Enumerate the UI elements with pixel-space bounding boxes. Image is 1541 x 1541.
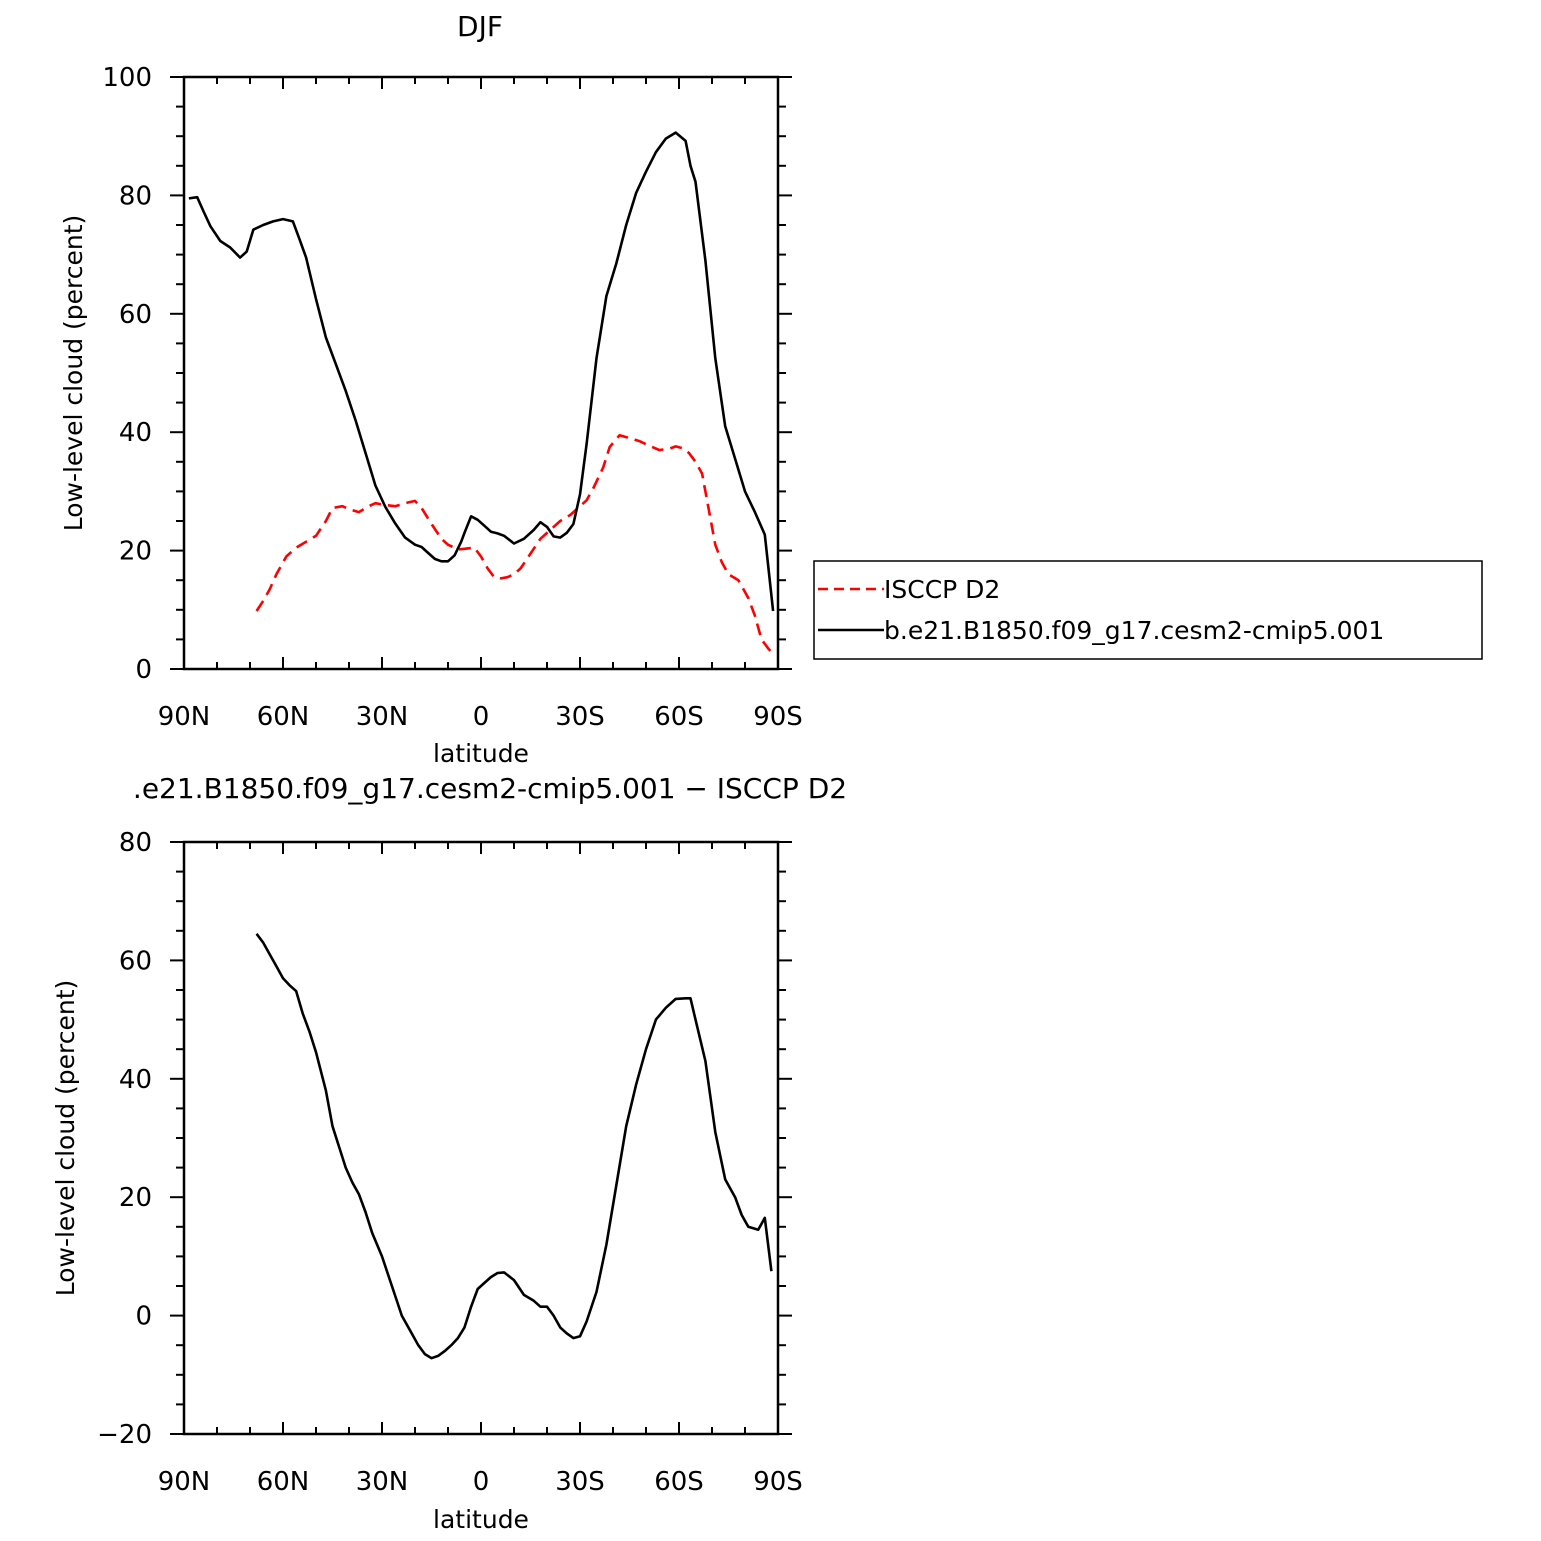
x-tick-label: 30N xyxy=(356,702,409,732)
legend-box xyxy=(813,560,1483,660)
legend-label-model: b.e21.B1850.f09_g17.cesm2-cmip5.001 xyxy=(884,616,1384,645)
x-tick-label: 90S xyxy=(753,1467,803,1497)
plot-frame xyxy=(182,75,780,671)
panel-djf: DJF 90N 60N 30N 0 30S 60S 90S 0 20 40 60 80 100 lati… xyxy=(59,10,803,768)
series-line-b-e21-b1850-f09-g17-cesm2-cmip5-001 xyxy=(188,131,775,612)
plot-frame xyxy=(182,840,780,1436)
x-tick-label: 90N xyxy=(158,1467,211,1497)
y-tick-label: 100 xyxy=(102,63,152,93)
x-tick-label: 60N xyxy=(257,702,310,732)
panel-title: .e21.B1850.f09_g17.cesm2-cmip5.001 − ISC… xyxy=(133,772,847,805)
y-tick-label: 80 xyxy=(119,828,152,858)
y-tick-label: −20 xyxy=(97,1420,152,1450)
x-tick-label: 30N xyxy=(356,1467,409,1497)
y-tick-label: 0 xyxy=(135,1302,152,1332)
x-tick-label: 60N xyxy=(257,1467,310,1497)
y-tick-label: 80 xyxy=(119,181,152,211)
y-tick-label: 40 xyxy=(119,1065,152,1095)
x-axis-label: latitude xyxy=(433,739,529,768)
y-axis-label: Low-level cloud (percent) xyxy=(59,215,88,532)
x-tick-label: 60S xyxy=(654,702,704,732)
y-tick-label: 0 xyxy=(135,655,152,685)
x-tick-label: 0 xyxy=(473,1467,490,1497)
panel-difference: .e21.B1850.f09_g17.cesm2-cmip5.001 − ISC… xyxy=(51,772,847,1534)
legend: ISCCP D2 b.e21.B1850.f09_g17.cesm2-cmip5… xyxy=(813,560,1483,660)
y-tick-label: 20 xyxy=(119,537,152,567)
x-tick-label: 30S xyxy=(555,702,605,732)
y-tick-label: 60 xyxy=(119,946,152,976)
x-tick-label: 90S xyxy=(753,702,803,732)
y-tick-label: 60 xyxy=(119,300,152,330)
legend-label-isccp: ISCCP D2 xyxy=(884,575,1000,604)
y-axis-label: Low-level cloud (percent) xyxy=(51,980,80,1297)
y-tick-label: 40 xyxy=(119,418,152,448)
y-tick-label: 20 xyxy=(119,1183,152,1213)
x-axis-label: latitude xyxy=(433,1505,529,1534)
x-tick-label: 60S xyxy=(654,1467,704,1497)
x-tick-label: 90N xyxy=(158,702,211,732)
x-tick-label: 0 xyxy=(473,702,490,732)
series-line-isccp-d2 xyxy=(255,433,775,656)
series-line-difference xyxy=(255,933,773,1360)
panel-title: DJF xyxy=(457,10,503,43)
x-tick-label: 30S xyxy=(555,1467,605,1497)
